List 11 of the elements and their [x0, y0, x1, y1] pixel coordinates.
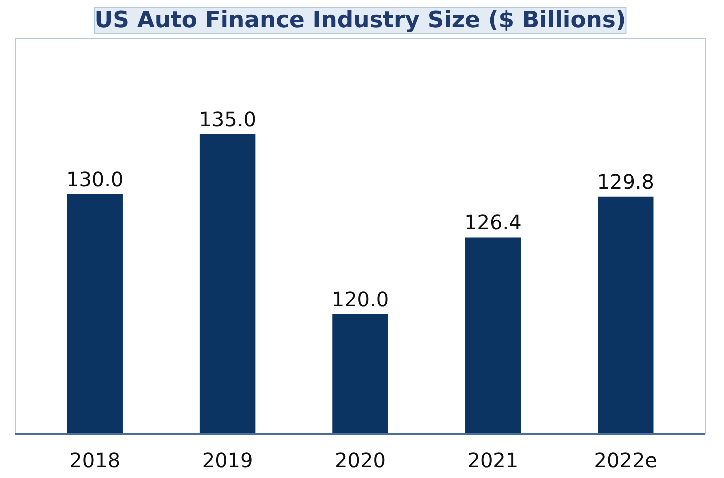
x-tick-label: 2020 [335, 448, 386, 472]
chart-title: US Auto Finance Industry Size ($ Billions) [94, 8, 626, 34]
x-tick-label: 2021 [468, 448, 519, 472]
data-label: 129.8 [597, 170, 655, 194]
data-label: 120.0 [332, 288, 390, 312]
x-tick-label: 2019 [202, 448, 254, 472]
data-label: 135.0 [199, 108, 256, 132]
data-label: 126.4 [464, 210, 522, 235]
x-tick-label: 2018 [70, 448, 121, 472]
data-label: 130.0 [66, 168, 124, 192]
x-tick-label: 2022e [594, 448, 658, 472]
